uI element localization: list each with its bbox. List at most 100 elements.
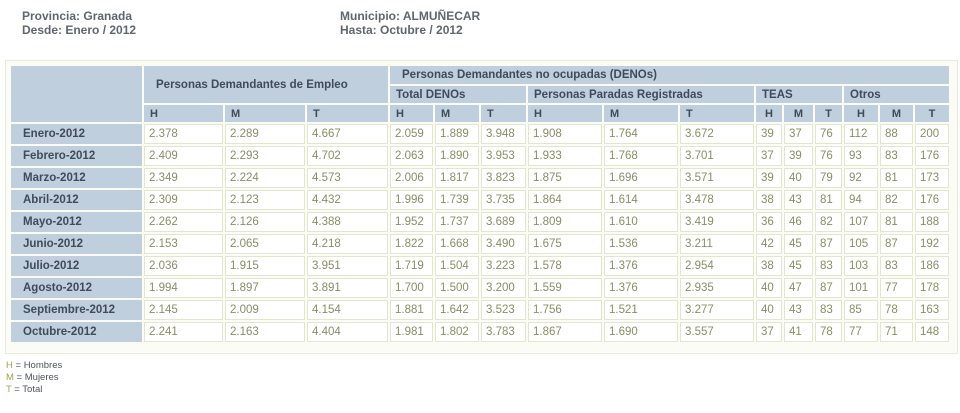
table-cell: 47: [784, 278, 813, 298]
column-header-t: T: [307, 105, 388, 122]
table-cell: 1.756: [528, 300, 602, 320]
table-cell: 2.059: [390, 124, 433, 144]
table-cell: 1.559: [528, 278, 602, 298]
table-cell: 3.783: [481, 322, 526, 342]
table-cell: 1.802: [435, 322, 479, 342]
table-cell: 87: [815, 234, 842, 254]
table-cell: 1.890: [435, 146, 479, 166]
table-cell: 39: [756, 124, 782, 144]
table-cell: 2.123: [225, 190, 305, 210]
row-label: Abril-2012: [11, 190, 142, 210]
table-cell: 94: [844, 190, 878, 210]
column-header-t: T: [915, 105, 949, 122]
table-cell: 176: [915, 190, 949, 210]
table-cell: 37: [784, 124, 813, 144]
table-cell: 2.293: [225, 146, 305, 166]
table-cell: 2.036: [144, 256, 223, 276]
table-cell: 38: [756, 190, 782, 210]
table-cell: 1.504: [435, 256, 479, 276]
table-row: Mayo-2012 2.262 2.126 4.388 1.952 1.737 3.689 1…: [11, 212, 949, 232]
table-cell: 1.668: [435, 234, 479, 254]
column-header-t: T: [481, 105, 526, 122]
column-header-m: M: [435, 105, 479, 122]
table-cell: 1.822: [390, 234, 433, 254]
table-cell: 1.996: [390, 190, 433, 210]
table-cell: 40: [756, 300, 782, 320]
table-cell: 1.719: [390, 256, 433, 276]
table-cell: 2.262: [144, 212, 223, 232]
row-label: Enero-2012: [11, 124, 142, 144]
column-header-t: T: [815, 105, 842, 122]
table-cell: 1.536: [604, 234, 678, 254]
column-header-h: H: [844, 105, 878, 122]
table-cell: 4.218: [307, 234, 388, 254]
table-cell: 4.432: [307, 190, 388, 210]
column-header-h: H: [528, 105, 602, 122]
table-cell: 1.994: [144, 278, 223, 298]
column-header-m: M: [225, 105, 305, 122]
column-header-m: M: [784, 105, 813, 122]
table-cell: 3.953: [481, 146, 526, 166]
row-label: Octubre-2012: [11, 322, 142, 342]
demandantes-table: Personas Demandantes de Empleo Personas …: [9, 64, 951, 344]
table-cell: 46: [784, 212, 813, 232]
table-cell: 1.376: [604, 256, 678, 276]
table-cell: 1.889: [435, 124, 479, 144]
table-cell: 2.153: [144, 234, 223, 254]
table-cell: 1.610: [604, 212, 678, 232]
table-cell: 83: [815, 256, 842, 276]
table-cell: 76: [815, 124, 842, 144]
table-cell: 178: [915, 278, 949, 298]
table-cell: 4.388: [307, 212, 388, 232]
table-cell: 77: [880, 278, 913, 298]
table-cell: 3.478: [680, 190, 754, 210]
table-cell: 3.823: [481, 168, 526, 188]
table-row: Julio-2012 2.036 1.915 3.951 1.719 1.504 3.223…: [11, 256, 949, 276]
table-cell: 83: [815, 300, 842, 320]
table-cell: 1.739: [435, 190, 479, 210]
table-cell: 4.154: [307, 300, 388, 320]
table-cell: 3.557: [680, 322, 754, 342]
table-cell: 2.063: [390, 146, 433, 166]
column-header-h: H: [756, 105, 782, 122]
table-cell: 3.419: [680, 212, 754, 232]
table-cell: 2.241: [144, 322, 223, 342]
table-cell: 4.404: [307, 322, 388, 342]
municipio-label: Municipio: ALMUÑECAR: [340, 9, 481, 23]
table-cell: 2.309: [144, 190, 223, 210]
table-cell: 4.667: [307, 124, 388, 144]
table-cell: 41: [784, 322, 813, 342]
table-cell: 39: [756, 168, 782, 188]
row-label: Febrero-2012: [11, 146, 142, 166]
table-cell: 173: [915, 168, 949, 188]
group-header-denos: Personas Demandantes no ocupadas (DENOs): [390, 66, 949, 84]
table-cell: 83: [880, 256, 913, 276]
table-cell: 37: [756, 146, 782, 166]
table-cell: 163: [915, 300, 949, 320]
table-cell: 1.764: [604, 124, 678, 144]
table-cell: 1.737: [435, 212, 479, 232]
table-cell: 3.701: [680, 146, 754, 166]
table-cell: 1.933: [528, 146, 602, 166]
column-header-h: H: [144, 105, 223, 122]
table-cell: 192: [915, 234, 949, 254]
table-cell: 81: [880, 168, 913, 188]
table-cell: 2.009: [225, 300, 305, 320]
table-cell: 1.817: [435, 168, 479, 188]
table-cell: 42: [756, 234, 782, 254]
table-cell: 82: [880, 190, 913, 210]
filter-summary-left: Provincia: Granada Desde: Enero / 2012: [22, 9, 136, 37]
table-cell: 3.200: [481, 278, 526, 298]
row-label: Marzo-2012: [11, 168, 142, 188]
desde-label: Desde: Enero / 2012: [22, 23, 137, 37]
table-cell: 71: [880, 322, 913, 342]
table-row: Septiembre-2012 2.145 2.009 4.154 1.881 1.642…: [11, 300, 949, 320]
table-cell: 148: [915, 322, 949, 342]
table-cell: 45: [784, 256, 813, 276]
table-cell: 87: [815, 278, 842, 298]
table-row: Marzo-2012 2.349 2.224 4.573 2.006 1.817 3.823…: [11, 168, 949, 188]
table-cell: 1.690: [604, 322, 678, 342]
table-cell: 2.126: [225, 212, 305, 232]
table-cell: 1.864: [528, 190, 602, 210]
table-cell: 3.951: [307, 256, 388, 276]
